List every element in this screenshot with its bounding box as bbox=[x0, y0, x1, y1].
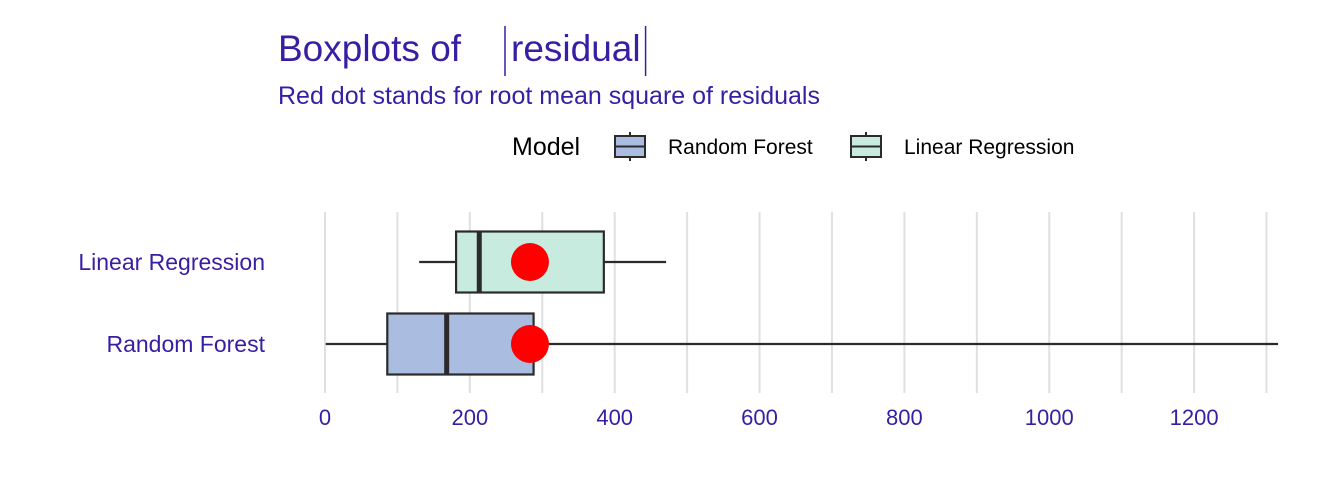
chart-title-variable: residual bbox=[511, 28, 641, 69]
category-label-random-forest: Random Forest bbox=[106, 331, 265, 357]
chart-title-prefix: Boxplots of bbox=[278, 28, 462, 69]
rmse-dot-random-forest bbox=[510, 325, 549, 363]
chart-title: Boxplots of residual bbox=[278, 26, 647, 76]
x-tick-label-400: 400 bbox=[596, 405, 633, 430]
x-tick-label-1200: 1200 bbox=[1170, 405, 1219, 430]
category-labels: Linear Regression Random Forest bbox=[78, 249, 265, 357]
legend-label-random-forest: Random Forest bbox=[668, 136, 813, 159]
legend-title: Model bbox=[512, 133, 580, 161]
x-tick-label-1000: 1000 bbox=[1025, 405, 1074, 430]
legend: Model Random Forest Linear Regression bbox=[512, 132, 1074, 161]
x-axis-ticks: 0 200 400 600 800 1000 1200 bbox=[319, 405, 1219, 430]
x-tick-label-800: 800 bbox=[886, 405, 923, 430]
category-label-linear-regression: Linear Regression bbox=[78, 249, 265, 275]
svg-text:Boxplots of: Boxplots of bbox=[278, 28, 462, 69]
rmse-dot-linear-regression bbox=[510, 243, 549, 281]
boxes bbox=[325, 230, 1279, 376]
legend-label-linear-regression: Linear Regression bbox=[904, 136, 1074, 159]
x-tick-label-600: 600 bbox=[741, 405, 778, 430]
x-tick-label-0: 0 bbox=[319, 405, 331, 430]
chart-subtitle: Red dot stands for root mean square of r… bbox=[278, 82, 820, 110]
x-tick-label-200: 200 bbox=[451, 405, 488, 430]
